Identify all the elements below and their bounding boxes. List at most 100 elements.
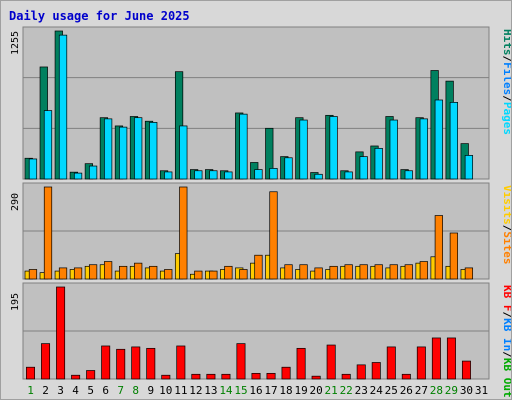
bar-files-day-30 — [464, 155, 474, 180]
bar-sites-day-4 — [73, 267, 83, 280]
x-tick-label-day-31: 31 — [475, 384, 488, 397]
x-tick-label-day-10: 10 — [159, 384, 172, 397]
bar-files-day-21 — [329, 116, 338, 180]
legend-entry: / — [501, 312, 511, 319]
bar-files-day-15 — [239, 113, 248, 180]
bar-sites-day-24 — [374, 264, 383, 280]
bar-files-day-5 — [88, 165, 98, 180]
bar-sites-day-6 — [104, 261, 113, 280]
bar-files-day-4 — [73, 172, 83, 180]
bar-sites-day-22 — [344, 264, 353, 280]
bar-kb-f-day-19 — [296, 347, 306, 380]
legend-hits-files-pages: Hits/Files/Pages — [501, 29, 511, 135]
bar-sites-day-7 — [119, 265, 128, 280]
bar-kb-f-day-25 — [386, 346, 396, 380]
bar-kb-f-day-17 — [266, 372, 276, 380]
legend-entry: KB Out — [501, 358, 511, 398]
bar-files-day-22 — [344, 171, 353, 180]
bar-kb-f-day-20 — [311, 375, 321, 380]
bar-kb-f-day-14 — [221, 373, 231, 380]
bar-files-day-1 — [28, 158, 38, 180]
x-tick-label-day-18: 18 — [279, 384, 292, 397]
bar-files-day-26 — [404, 170, 413, 180]
bar-kb-f-day-21 — [326, 344, 336, 380]
bar-files-day-7 — [119, 126, 128, 180]
bar-files-day-28 — [434, 99, 443, 180]
x-tick-label-day-23: 23 — [355, 384, 368, 397]
bar-sites-day-14 — [224, 265, 233, 280]
bar-sites-day-16 — [254, 254, 263, 280]
bar-files-day-8 — [134, 117, 143, 180]
bar-kb-f-day-10 — [161, 374, 171, 380]
bar-sites-day-10 — [164, 269, 173, 280]
bar-files-day-16 — [254, 169, 263, 180]
bar-kb-f-day-11 — [176, 345, 186, 380]
bar-kb-f-day-12 — [191, 373, 201, 380]
bar-sites-day-28 — [434, 215, 443, 280]
x-tick-label-day-27: 27 — [415, 384, 428, 397]
x-tick-label-day-5: 5 — [87, 384, 94, 397]
bar-kb-f-day-23 — [356, 364, 366, 380]
bar-kb-f-day-24 — [371, 362, 381, 380]
x-tick-label-day-2: 2 — [42, 384, 49, 397]
y-max-label: 195 — [10, 293, 21, 311]
bar-sites-day-13 — [209, 270, 218, 280]
bar-kb-f-day-7 — [116, 348, 126, 380]
bar-sites-day-19 — [299, 264, 308, 280]
legend-kbf-kbin-kbout: KB F/KB In/KB Out — [501, 285, 511, 398]
bar-sites-day-12 — [194, 270, 203, 280]
x-tick-label-day-9: 9 — [147, 384, 154, 397]
bar-kb-f-day-9 — [146, 347, 156, 380]
x-tick-label-day-6: 6 — [102, 384, 109, 397]
bar-files-day-19 — [299, 119, 308, 180]
y-max-label: 1255 — [10, 31, 21, 55]
bar-sites-day-15 — [239, 269, 248, 280]
x-tick-label-day-3: 3 — [57, 384, 64, 397]
x-tick-label-day-15: 15 — [234, 384, 247, 397]
bar-sites-day-3 — [58, 267, 68, 280]
x-tick-label-day-17: 17 — [264, 384, 277, 397]
bar-sites-day-11 — [179, 186, 188, 280]
bar-files-day-2 — [43, 110, 53, 180]
bar-kb-f-day-3 — [56, 286, 66, 380]
x-tick-label-day-30: 30 — [460, 384, 473, 397]
panel-visits-sites: 290 Visits/Sites — [10, 182, 511, 280]
bar-files-day-29 — [449, 101, 458, 180]
bar-kb-f-day-29 — [446, 337, 456, 380]
bar-files-day-25 — [389, 119, 398, 180]
x-tick-label-day-29: 29 — [445, 384, 458, 397]
bar-sites-day-8 — [134, 262, 143, 280]
x-tick-label-day-14: 14 — [219, 384, 233, 397]
legend-entry: Pages — [501, 102, 511, 135]
bar-sites-day-25 — [389, 264, 398, 280]
bar-files-day-9 — [149, 122, 158, 180]
bar-sites-day-1 — [28, 269, 38, 280]
y-max-label: 290 — [10, 193, 21, 211]
legend-entry: KB In — [501, 318, 511, 351]
bar-sites-day-29 — [449, 232, 458, 280]
bar-sites-day-9 — [149, 265, 158, 280]
legend-entry: / — [501, 225, 511, 232]
x-tick-label-day-26: 26 — [400, 384, 413, 397]
bar-sites-day-17 — [269, 191, 278, 280]
x-tick-label-day-12: 12 — [189, 384, 202, 397]
x-tick-label-day-11: 11 — [174, 384, 187, 397]
x-tick-label-day-21: 21 — [325, 384, 338, 397]
bar-kb-f-day-8 — [131, 346, 141, 380]
bar-files-day-18 — [284, 157, 293, 180]
bar-kb-f-day-27 — [416, 346, 426, 380]
bar-sites-day-27 — [419, 261, 428, 280]
bar-files-day-24 — [374, 147, 383, 180]
legend-entry: KB F — [501, 285, 511, 312]
bar-sites-day-18 — [284, 264, 293, 280]
legend-entry: Sites — [501, 231, 511, 264]
x-tick-label-day-1: 1 — [27, 384, 34, 397]
bar-kb-f-day-2 — [41, 343, 51, 380]
x-tick-label-day-24: 24 — [370, 384, 384, 397]
bar-files-day-13 — [209, 170, 218, 180]
legend-entry: / — [501, 351, 511, 358]
bar-hits-day-11 — [174, 71, 184, 180]
